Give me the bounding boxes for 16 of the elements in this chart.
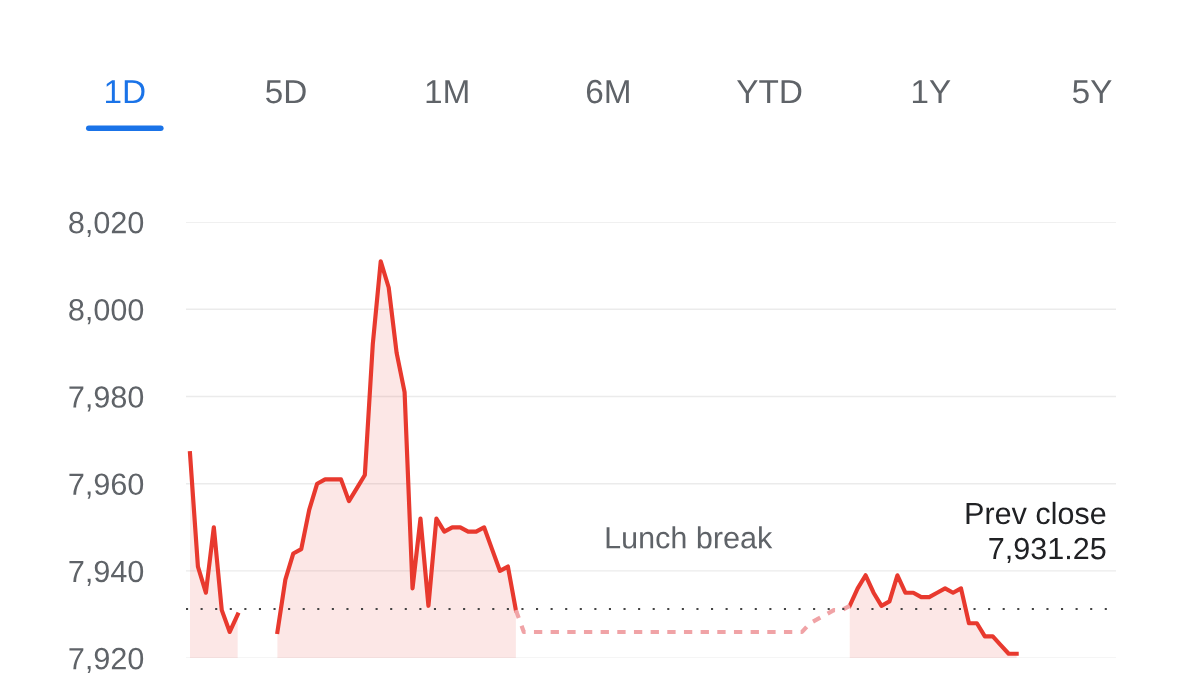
ref-line-label: Prev close 7,931.25: [966, 501, 1106, 564]
y-tick-label: 7,940: [69, 560, 144, 586]
y-tick-label: 7,960: [69, 473, 144, 499]
y-tick-label: 8,020: [69, 211, 144, 238]
y-tick-label: 8,000: [69, 299, 144, 325]
text: 5Y: [1072, 80, 1112, 104]
text: 1Y: [912, 80, 951, 104]
text: 5D: [266, 80, 306, 104]
y-tick-label: 7,920: [69, 647, 144, 674]
text: 1M: [426, 80, 468, 104]
text: 6M: [586, 79, 629, 104]
annotation: Lunch break: [606, 526, 773, 549]
text: YTD: [737, 80, 802, 104]
text: 1D: [106, 80, 145, 104]
y-tick-label: 7,980: [69, 386, 144, 412]
line-series: [513, 603, 852, 635]
